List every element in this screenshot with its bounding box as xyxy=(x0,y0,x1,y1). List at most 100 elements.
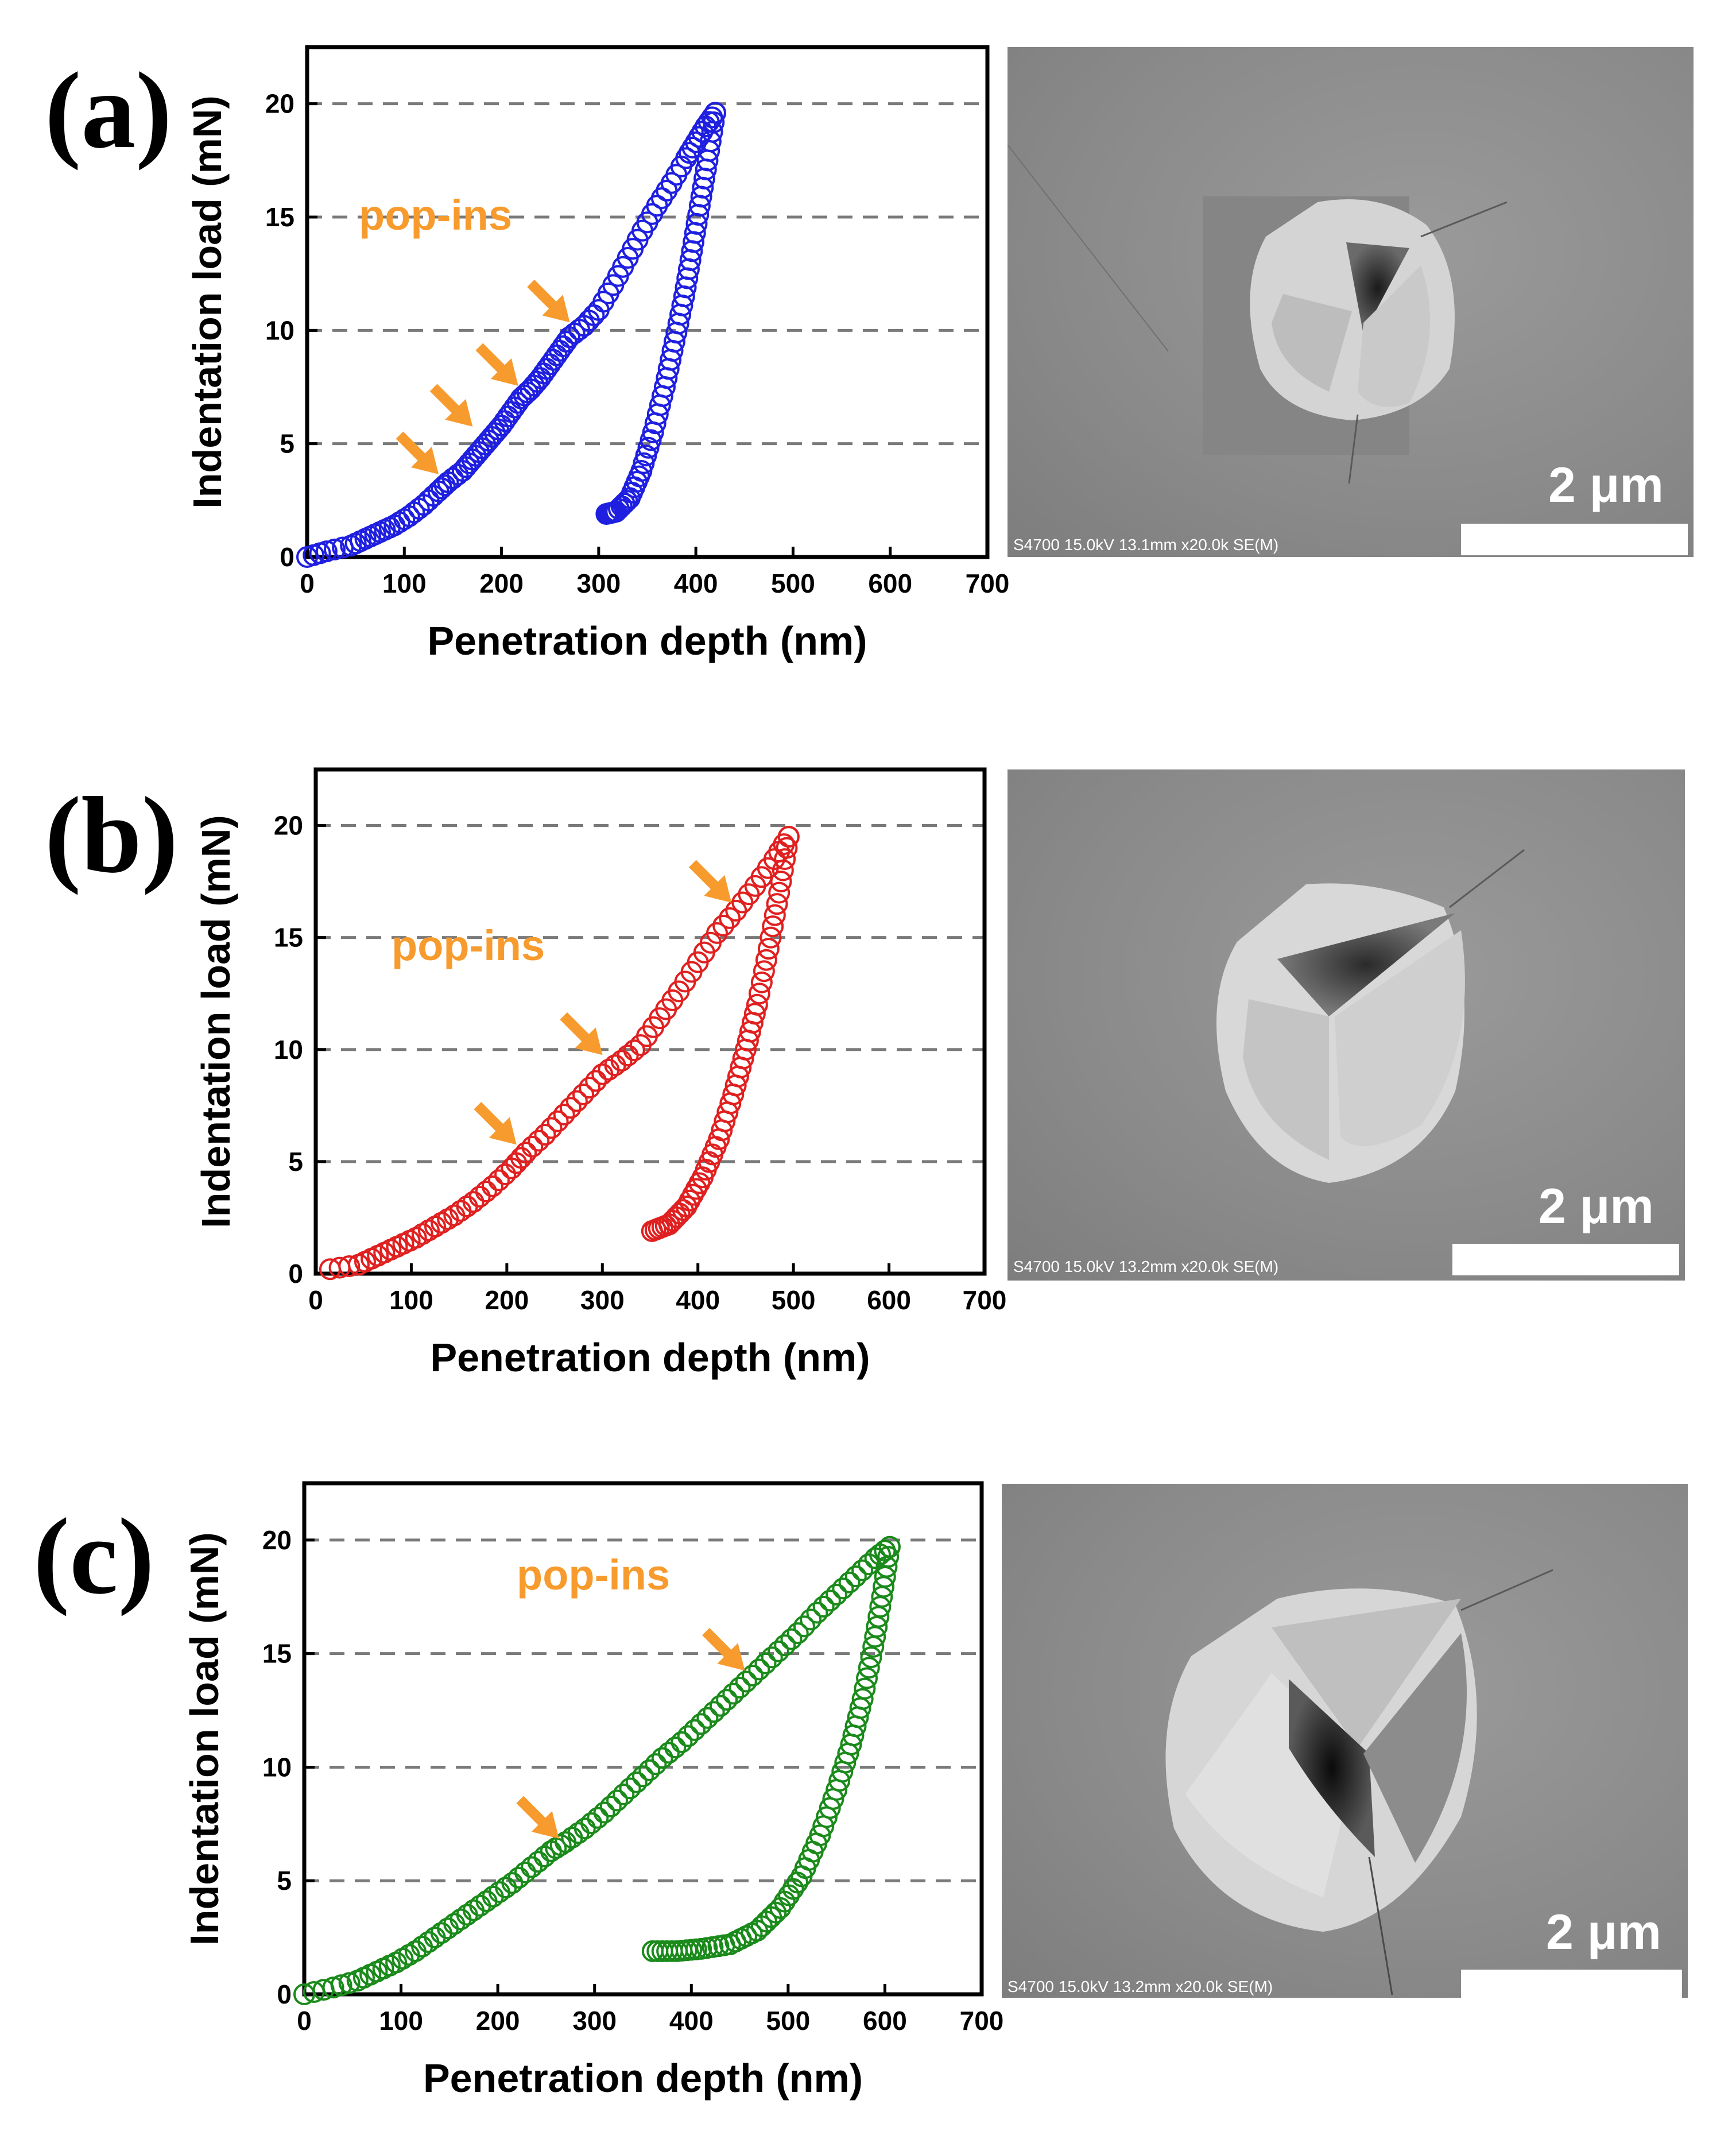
panel-a: (a) 0 100 200 300 400 500 600 700 0 5 10 15 20 Penetr… xyxy=(0,0,1736,689)
unloading-point xyxy=(776,837,798,859)
popin-arrow-head xyxy=(489,1117,517,1145)
loading-point xyxy=(507,1866,530,1889)
loading-point xyxy=(533,1846,556,1868)
unloading-point xyxy=(770,871,792,893)
loading-point xyxy=(819,1589,841,1612)
unloading-point xyxy=(766,893,788,915)
loading-point xyxy=(623,1039,645,1062)
load-depth-chart: 0 100 200 300 400 500 600 700 0 5 10 15 20 Penetratio… xyxy=(185,45,1010,663)
x-tick-label: 600 xyxy=(863,2006,907,2036)
unloading-point xyxy=(777,826,800,848)
x-tick-label: 700 xyxy=(966,568,1010,598)
panel-label: (b) xyxy=(45,775,179,896)
loading-point xyxy=(645,1753,667,1776)
y-tick-label: 0 xyxy=(288,1259,303,1289)
popin-arrow-head xyxy=(411,446,439,474)
loading-point xyxy=(549,1834,572,1856)
x-tick-label: 600 xyxy=(867,1285,911,1315)
loading-point xyxy=(515,1142,537,1164)
x-tick-label: 700 xyxy=(963,1285,1007,1315)
popin-arrow-head xyxy=(490,358,518,386)
loading-point xyxy=(315,540,338,563)
loading-point xyxy=(709,1695,731,1717)
loading-point xyxy=(553,1103,575,1125)
x-axis-label: Penetration depth (nm) xyxy=(427,618,867,663)
x-tick-label: 500 xyxy=(766,2006,810,2036)
loading-point xyxy=(482,1885,504,1908)
sem-info-footer: S4700 15.0kV 13.2mm x20.0k SE(M) xyxy=(1013,1258,1279,1275)
popin-arrow-head xyxy=(542,295,570,323)
load-depth-chart: 0 100 200 300 400 500 600 700 0 5 10 15 20 Penetratio… xyxy=(193,767,1007,1380)
x-tick-label: 500 xyxy=(772,1285,816,1315)
loading-point xyxy=(754,1652,777,1674)
y-tick-label: 15 xyxy=(274,923,303,953)
unloading-point xyxy=(616,490,638,512)
loading-point xyxy=(606,1789,629,1812)
loading-point xyxy=(671,1731,693,1753)
sem-info-footer: S4700 15.0kV 13.1mm x20.0k SE(M) xyxy=(1013,536,1279,554)
unloading-point xyxy=(768,881,790,904)
loading-point xyxy=(514,1861,536,1883)
unloading-point xyxy=(858,1657,880,1679)
y-tick-label: 20 xyxy=(274,811,303,841)
loading-point xyxy=(488,1881,510,1903)
load-depth-chart: 0 100 200 300 400 500 600 700 0 5 10 15 20 Penetratio… xyxy=(182,1481,1003,2101)
popins-annotation: pop-ins xyxy=(517,1551,670,1599)
x-tick-label: 200 xyxy=(485,1285,529,1315)
loading-point xyxy=(463,1899,485,1921)
y-axis-label: Indentation load (mN) xyxy=(185,95,230,508)
x-tick-label: 0 xyxy=(300,568,315,598)
loading-point xyxy=(481,1175,503,1197)
loading-point xyxy=(456,1904,478,1926)
loading-point xyxy=(832,1577,854,1600)
x-tick-label: 600 xyxy=(868,568,912,598)
loading-point xyxy=(475,1890,498,1912)
loading-point xyxy=(719,907,741,929)
loading-point xyxy=(528,1130,550,1152)
scale-bar xyxy=(1461,524,1688,555)
sem-image: 2 μm S4700 15.0kV 13.2mm x20.0k SE(M) xyxy=(1008,769,1685,1281)
unloading-point xyxy=(595,503,618,525)
loading-point xyxy=(786,1622,809,1645)
loading-point xyxy=(565,1090,588,1112)
loading-point xyxy=(703,1701,725,1723)
unloading-point xyxy=(760,926,782,949)
loading-point xyxy=(447,463,469,486)
loading-point xyxy=(683,1719,706,1741)
y-axis-label: Indentation load (mN) xyxy=(193,815,238,1228)
plot-frame xyxy=(305,45,990,559)
popin-arrow-head xyxy=(704,875,732,903)
loading-point xyxy=(780,1628,803,1650)
unloading-point xyxy=(774,848,796,871)
unloading-point xyxy=(772,859,794,881)
unloading-point xyxy=(856,1667,878,1689)
loading-point xyxy=(559,1097,582,1119)
unloading-point xyxy=(764,904,786,926)
y-axis-label: Indentation load (mN) xyxy=(182,1532,227,1945)
loading-point xyxy=(696,1707,719,1729)
loading-point xyxy=(748,1658,770,1681)
loading-point xyxy=(690,1713,712,1735)
series-markers xyxy=(319,826,800,1281)
loading-point xyxy=(675,147,698,169)
x-tick-label: 100 xyxy=(382,568,427,598)
scale-bar-label: 2 μm xyxy=(1546,1905,1661,1960)
loading-point xyxy=(806,1602,828,1624)
loading-point xyxy=(706,922,728,944)
loading-point xyxy=(638,1759,661,1781)
sem-image: 2 μm S4700 15.0kV 13.2mm x20.0k SE(M) xyxy=(1002,1484,1688,1998)
loading-point xyxy=(593,1801,615,1824)
loading-point xyxy=(437,1917,459,1940)
popin-arrow-head xyxy=(575,1027,603,1055)
popin-arrow-head xyxy=(445,399,473,427)
loading-point xyxy=(574,1817,596,1840)
x-tick-label: 0 xyxy=(297,2006,312,2036)
unloading-point xyxy=(619,487,641,509)
loading-point xyxy=(433,474,456,497)
loading-point xyxy=(527,1851,549,1873)
loading-point xyxy=(567,1822,590,1844)
popins-annotation: pop-ins xyxy=(359,191,512,239)
unloading-point xyxy=(860,1646,882,1668)
loading-point xyxy=(613,1783,635,1805)
loading-point xyxy=(599,1796,622,1818)
